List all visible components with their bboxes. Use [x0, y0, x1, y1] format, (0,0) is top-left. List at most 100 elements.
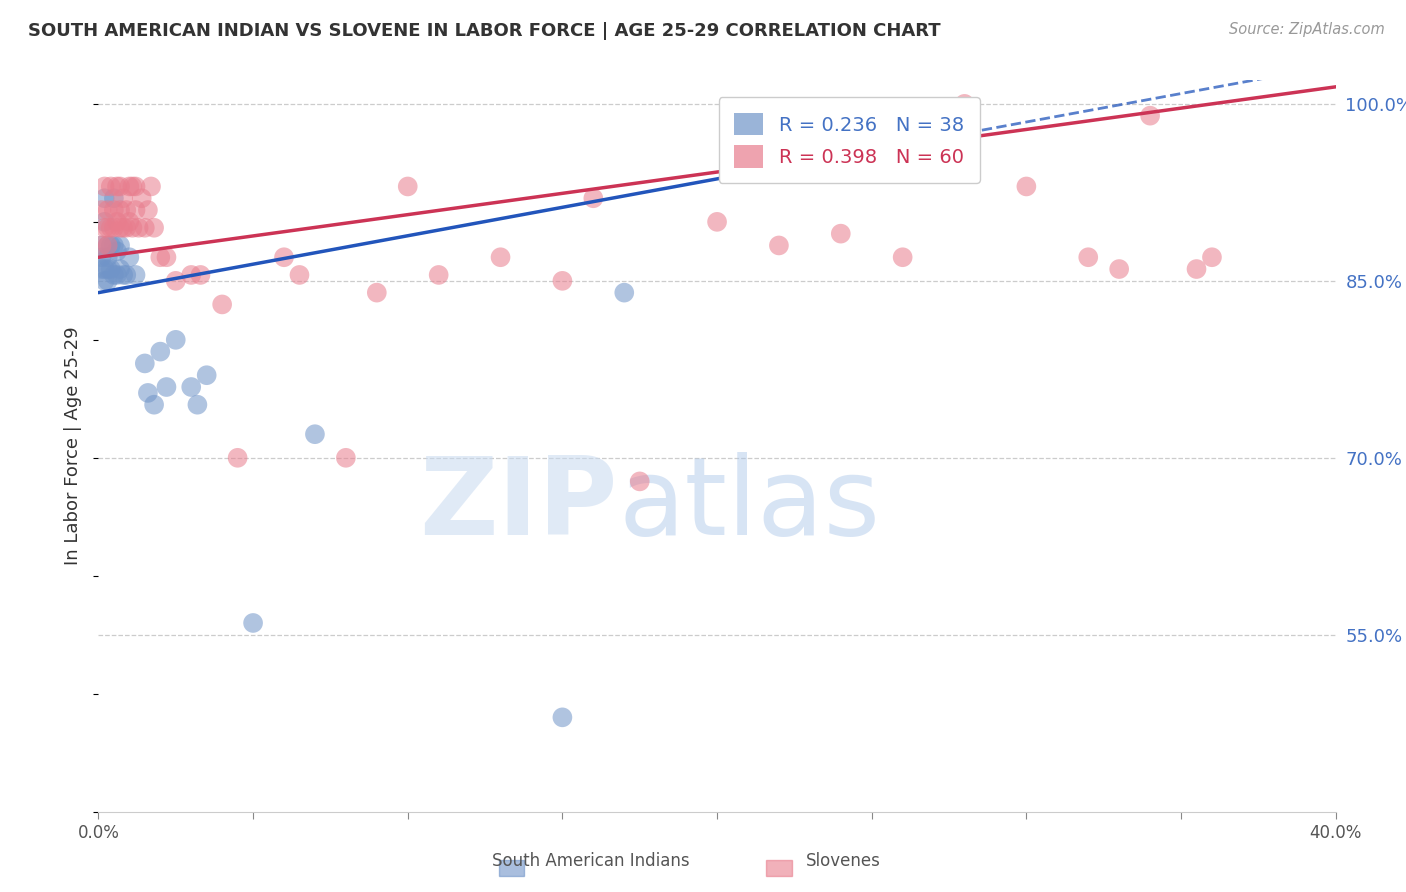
- Point: [112, 191, 135, 205]
- Point: [186, 398, 208, 412]
- Point: [93, 179, 115, 194]
- Point: [90, 262, 112, 277]
- Point: [134, 220, 156, 235]
- Point: [195, 368, 218, 383]
- Point: [830, 227, 852, 241]
- Point: [118, 250, 141, 264]
- Point: [103, 202, 125, 217]
- Point: [90, 238, 112, 252]
- Text: atlas: atlas: [619, 451, 880, 558]
- Point: [121, 220, 143, 235]
- Point: [105, 244, 128, 259]
- Point: [953, 96, 976, 111]
- Point: [768, 238, 790, 252]
- Point: [112, 220, 135, 235]
- Point: [90, 238, 112, 252]
- Point: [143, 220, 166, 235]
- Point: [613, 285, 636, 300]
- Point: [190, 268, 212, 282]
- Point: [97, 202, 120, 217]
- Point: [891, 250, 914, 264]
- Point: [165, 333, 187, 347]
- Point: [180, 268, 202, 282]
- Point: [953, 127, 976, 141]
- Point: [97, 238, 120, 252]
- Point: [93, 191, 115, 205]
- Point: [108, 262, 131, 277]
- Point: [131, 191, 153, 205]
- Point: [93, 262, 115, 277]
- Point: [103, 268, 125, 282]
- Point: [165, 274, 187, 288]
- Point: [1108, 262, 1130, 277]
- Point: [100, 220, 122, 235]
- Point: [1139, 109, 1161, 123]
- Point: [105, 215, 128, 229]
- Point: [108, 179, 131, 194]
- Y-axis label: In Labor Force | Age 25-29: In Labor Force | Age 25-29: [65, 326, 83, 566]
- Point: [427, 268, 450, 282]
- Point: [97, 262, 120, 277]
- Point: [1185, 262, 1208, 277]
- Point: [155, 380, 177, 394]
- Legend: R = 0.236   N = 38, R = 0.398   N = 60: R = 0.236 N = 38, R = 0.398 N = 60: [718, 97, 980, 183]
- Point: [93, 215, 115, 229]
- Text: ZIP: ZIP: [419, 451, 619, 558]
- Point: [335, 450, 357, 465]
- Point: [155, 250, 177, 264]
- Point: [226, 450, 249, 465]
- Point: [118, 215, 141, 229]
- Point: [143, 398, 166, 412]
- Point: [396, 179, 419, 194]
- Point: [1015, 179, 1038, 194]
- Text: SOUTH AMERICAN INDIAN VS SLOVENE IN LABOR FORCE | AGE 25-29 CORRELATION CHART: SOUTH AMERICAN INDIAN VS SLOVENE IN LABO…: [28, 22, 941, 40]
- Point: [105, 179, 128, 194]
- Point: [582, 191, 605, 205]
- Text: Source: ZipAtlas.com: Source: ZipAtlas.com: [1229, 22, 1385, 37]
- Point: [97, 250, 120, 264]
- Point: [90, 250, 112, 264]
- Point: [97, 238, 120, 252]
- Point: [139, 179, 162, 194]
- Point: [93, 274, 115, 288]
- Point: [124, 268, 146, 282]
- Point: [115, 220, 138, 235]
- Point: [149, 250, 172, 264]
- Point: [273, 250, 295, 264]
- Point: [304, 427, 326, 442]
- Point: [118, 179, 141, 194]
- Point: [366, 285, 388, 300]
- Point: [489, 250, 512, 264]
- Text: Slovenes: Slovenes: [806, 852, 882, 870]
- Point: [180, 380, 202, 394]
- Point: [115, 202, 138, 217]
- Point: [112, 268, 135, 282]
- Point: [100, 179, 122, 194]
- Point: [103, 191, 125, 205]
- Point: [136, 385, 159, 400]
- Point: [115, 268, 138, 282]
- Text: South American Indians: South American Indians: [492, 852, 689, 870]
- Point: [149, 344, 172, 359]
- Point: [93, 220, 115, 235]
- Point: [628, 475, 651, 489]
- Point: [90, 202, 112, 217]
- Point: [108, 238, 131, 252]
- Point: [288, 268, 311, 282]
- Point: [134, 356, 156, 370]
- Point: [108, 220, 131, 235]
- Point: [706, 215, 728, 229]
- Point: [100, 238, 122, 252]
- Point: [100, 262, 122, 277]
- Point: [105, 268, 128, 282]
- Point: [124, 202, 146, 217]
- Point: [211, 297, 233, 311]
- Point: [551, 274, 574, 288]
- Point: [121, 179, 143, 194]
- Point: [1077, 250, 1099, 264]
- Point: [97, 220, 120, 235]
- Point: [103, 238, 125, 252]
- Point: [124, 179, 146, 194]
- Point: [128, 220, 150, 235]
- Point: [103, 220, 125, 235]
